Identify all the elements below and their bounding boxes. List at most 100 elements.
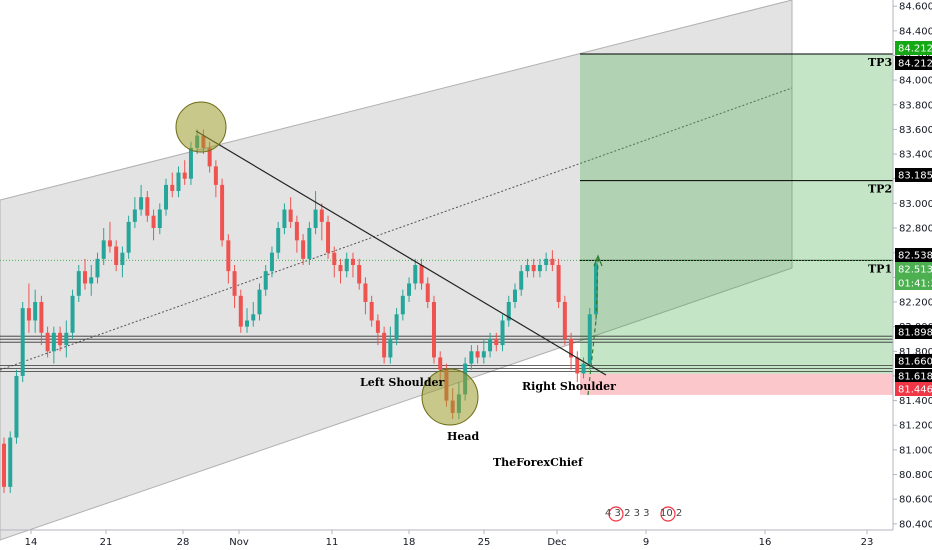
price-tick-label: 81.000: [899, 445, 932, 456]
event-badge-2[interactable]: 10 2: [660, 506, 682, 522]
candle: [269, 246, 274, 278]
stop-zone: [580, 373, 893, 395]
candle: [251, 301, 256, 327]
candle: [288, 197, 293, 229]
candle: [120, 246, 125, 278]
candle: [307, 221, 312, 265]
candle-body: [2, 443, 6, 487]
price-tick-label: 80.400: [899, 519, 932, 530]
candle: [475, 345, 480, 364]
price-tag-text: 81.446: [898, 385, 932, 396]
candle: [357, 258, 362, 290]
time-tick-label: 21: [100, 537, 113, 548]
price-tick-label: 82.200: [899, 297, 932, 308]
price-tag: 82.538: [895, 248, 932, 262]
candle: [400, 289, 405, 321]
time-tick-label: Nov: [229, 537, 249, 548]
price-tag-text: 84.212: [898, 44, 932, 55]
candle-body: [51, 332, 56, 352]
candle-body: [76, 271, 81, 296]
trade-zones: TP3 TP2 TP1: [0, 53, 893, 395]
candle: [344, 252, 349, 278]
candle: [20, 301, 25, 383]
candle-body: [438, 357, 443, 370]
candle: [64, 320, 69, 358]
candle: [525, 258, 530, 278]
target-label-tp1: TP1: [868, 262, 892, 275]
time-tick-label: 9: [643, 537, 649, 548]
candle: [58, 326, 63, 352]
candle: [263, 265, 268, 296]
candle: [556, 258, 561, 309]
candle: [101, 228, 106, 265]
candle: [332, 246, 337, 278]
candle: [2, 437, 6, 494]
candle: [512, 283, 517, 309]
candle: [70, 289, 75, 339]
candle-body: [33, 301, 38, 321]
neckline-trendline: [195, 130, 607, 376]
candle: [14, 369, 19, 444]
candle-body: [419, 265, 424, 284]
head-circle-marker: [421, 368, 479, 426]
candle: [276, 221, 281, 259]
price-tag-text: 82.513: [898, 265, 932, 276]
candle-body: [107, 240, 112, 247]
candle-body: [288, 209, 293, 222]
candle-body: [344, 258, 349, 272]
candle-body: [126, 221, 131, 253]
candle-body: [164, 184, 169, 210]
candle: [89, 265, 94, 296]
price-tick-label: 80.600: [899, 495, 932, 506]
candle-body: [145, 197, 150, 216]
candle: [83, 258, 88, 290]
candle: [51, 326, 56, 364]
candle: [425, 277, 430, 309]
candle-body: [207, 147, 212, 167]
price-tag-text: 01:41:38: [898, 279, 932, 290]
candle: [500, 314, 505, 352]
candle-body: [83, 271, 88, 284]
candle: [350, 252, 355, 278]
candle-body: [45, 332, 50, 352]
candle-body: [151, 215, 156, 229]
target-label-tp2: TP2: [868, 183, 892, 196]
candle: [550, 250, 555, 272]
price-tick-label: 82.800: [899, 224, 932, 235]
candle-body: [407, 283, 412, 296]
candle-body: [8, 437, 13, 487]
candle: [126, 215, 131, 259]
price-tags: 84.212 84.212 83.185 82.538 82.513 01:41:38 81…: [895, 41, 932, 396]
left-shoulder-label: Left Shoulder: [360, 376, 445, 389]
right-shoulder-label: Right Shoulder: [522, 380, 616, 393]
candle: [575, 351, 580, 383]
time-axis[interactable]: 14 21 28 Nov 11 18 25 Dec 9 16 23: [25, 530, 874, 548]
candle-body: [400, 295, 405, 315]
candle-body: [594, 263, 598, 315]
candle: [363, 277, 368, 315]
candle: [45, 326, 50, 358]
candle: [8, 431, 13, 494]
price-tag-text: 81.618: [898, 372, 932, 383]
candle-body: [95, 258, 100, 278]
candle: [319, 203, 324, 241]
candle-body: [20, 308, 25, 376]
candle-body: [213, 166, 218, 185]
candle-body: [481, 351, 486, 358]
candle: [313, 191, 318, 235]
ascending-channel: [0, 0, 793, 541]
candle-body: [587, 314, 592, 364]
candle: [394, 308, 399, 346]
candle: [301, 234, 306, 265]
candle: [26, 283, 31, 333]
time-tick-label: 18: [403, 537, 416, 548]
candle-body: [70, 295, 75, 333]
candle-body: [469, 351, 474, 364]
event-badge-1[interactable]: 4 3 2 3 3: [605, 506, 650, 522]
candle-body: [319, 209, 324, 222]
candle: [375, 314, 380, 346]
candle-body: [562, 301, 567, 339]
candle-body: [488, 338, 493, 352]
price-tag: 82.513: [895, 262, 932, 276]
